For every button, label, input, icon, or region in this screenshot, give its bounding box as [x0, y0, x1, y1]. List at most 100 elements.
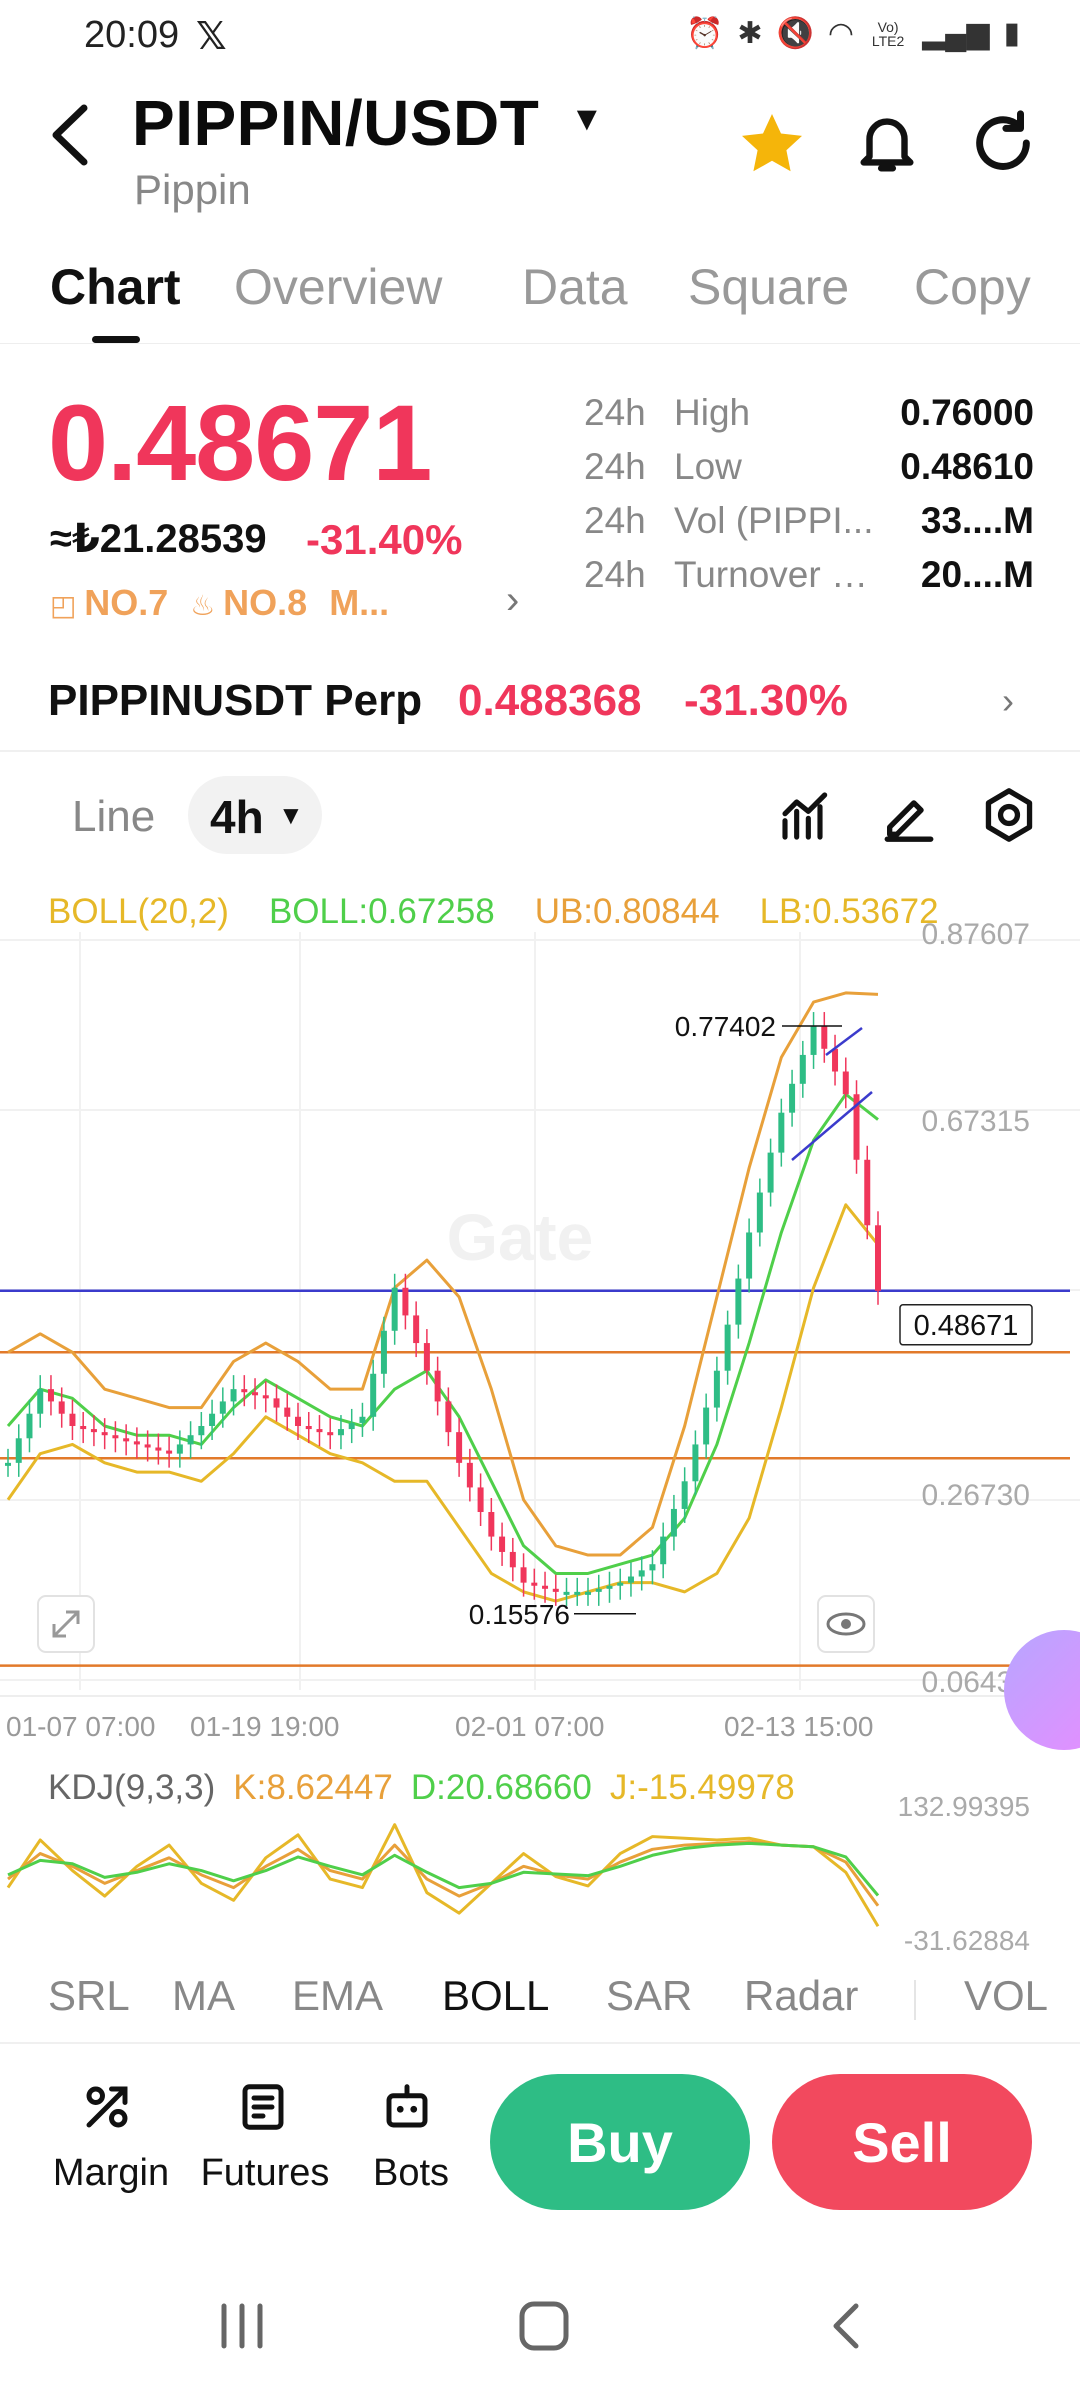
candle-body — [552, 1588, 559, 1592]
candle-body — [853, 1094, 860, 1160]
high-annotation: 0.77402 — [675, 1011, 776, 1042]
indicator-tab-vol[interactable]: VOL — [964, 1972, 1049, 2019]
candle-body — [47, 1389, 54, 1402]
settings-icon[interactable] — [980, 786, 1038, 844]
candle-body — [209, 1413, 216, 1427]
back-icon[interactable] — [46, 100, 96, 170]
tab-indicator — [92, 336, 140, 343]
candle-body — [456, 1432, 463, 1463]
flame-icon: ♨ — [190, 590, 224, 621]
futures-icon[interactable] — [236, 2080, 290, 2134]
bots-icon[interactable] — [380, 2080, 434, 2134]
candle-body — [499, 1536, 506, 1552]
kdj-axis-label: -31.62884 — [904, 1925, 1030, 1956]
candle-body — [273, 1398, 280, 1408]
candle-body — [724, 1324, 731, 1371]
rank-row[interactable]: ◰ NO.7 ♨ NO.8 M... — [50, 582, 389, 624]
x-logo-icon: 𝕏 — [196, 16, 227, 58]
candle-body — [155, 1447, 162, 1451]
sell-button[interactable]: Sell — [772, 2074, 1032, 2210]
pair-subtitle: Pippin — [134, 166, 251, 213]
candle-body — [133, 1441, 140, 1445]
battery-icon: ▮ — [1003, 17, 1020, 50]
candle-body — [391, 1287, 398, 1331]
perp-change: -31.30% — [684, 676, 848, 725]
candle-body — [69, 1413, 76, 1427]
futures-button[interactable]: Futures — [200, 2152, 330, 2194]
time-axis-label: 01-19 19:00 — [190, 1711, 339, 1742]
buy-button[interactable]: Buy — [490, 2074, 750, 2210]
candle-body — [681, 1481, 688, 1509]
candle-body — [595, 1588, 602, 1592]
tab-chart[interactable]: Chart — [50, 259, 181, 315]
interval-selector[interactable] — [188, 776, 322, 854]
candle-body — [520, 1567, 527, 1583]
rank-badge-1[interactable]: ◰ NO.7 — [50, 582, 169, 623]
price-chart[interactable]: Gate0.876070.673150.267300.064370.486710… — [0, 874, 1080, 1964]
chevron-right-icon[interactable]: › — [1002, 680, 1014, 721]
bots-button[interactable]: Bots — [372, 2152, 450, 2194]
margin-icon[interactable] — [80, 2080, 134, 2134]
candle-body — [531, 1582, 538, 1586]
indicator-tab-boll[interactable]: BOLL — [442, 1972, 550, 2019]
candle-body — [402, 1287, 409, 1316]
current-price-value: 0.48671 — [914, 1310, 1019, 1342]
candle-body — [26, 1413, 33, 1439]
candle-body — [359, 1416, 366, 1423]
candle-body — [144, 1444, 151, 1448]
perp-row[interactable] — [0, 660, 1080, 752]
candle-body — [563, 1591, 570, 1595]
candle-body — [670, 1508, 677, 1537]
margin-button[interactable]: Margin — [52, 2152, 170, 2194]
candle-body — [638, 1570, 645, 1577]
star-icon[interactable] — [736, 108, 808, 180]
kdj-axis-label: 132.99395 — [898, 1791, 1030, 1822]
refresh-icon[interactable] — [968, 108, 1038, 178]
price-axis-label: 0.67315 — [922, 1105, 1030, 1138]
kdj-series-J — [6, 1823, 880, 1928]
home-icon[interactable] — [516, 2298, 572, 2354]
stat-low: 24h Low 0.48610 — [584, 446, 1034, 487]
indicator-tab-ma[interactable]: MA — [172, 1972, 235, 2019]
boll-series-2 — [6, 1203, 880, 1603]
bell-icon[interactable] — [852, 106, 922, 178]
rank-badge-3[interactable]: M... — [329, 582, 390, 623]
candle-body — [767, 1152, 774, 1193]
boll-name: BOLL(20,2) — [48, 892, 229, 931]
nav-back-icon[interactable] — [826, 2300, 866, 2352]
tab-copy[interactable]: Copy — [914, 259, 1031, 315]
watermark: Gate — [447, 1200, 594, 1274]
candle-body — [252, 1392, 259, 1396]
indicator-tab-radar[interactable]: Radar — [744, 1972, 859, 2019]
interval-label[interactable]: 4h — [210, 791, 264, 843]
candle-body — [5, 1462, 11, 1466]
tab-overview[interactable]: Overview — [234, 259, 443, 315]
line-chart-button[interactable]: Line — [72, 792, 156, 841]
chevron-down-icon[interactable]: ▼ — [278, 800, 304, 830]
chevron-right-icon[interactable]: › — [506, 578, 520, 622]
tab-data[interactable]: Data — [522, 259, 628, 315]
tab-square[interactable]: Square — [688, 259, 850, 315]
mute-icon: 🔇 — [776, 17, 814, 50]
chevron-down-icon[interactable]: ▼ — [570, 100, 604, 138]
indicator-tab-srl[interactable]: SRL — [48, 1972, 130, 2019]
indicator-tab-bar — [0, 1960, 1080, 2044]
draw-icon[interactable] — [880, 786, 938, 844]
candle-body — [735, 1278, 742, 1325]
divider — [914, 1980, 916, 2020]
indicator-tab-sar[interactable]: SAR — [606, 1972, 693, 2019]
indicator-tab-ema[interactable]: EMA — [292, 1972, 384, 2019]
recent-apps-icon[interactable] — [216, 2302, 268, 2350]
candle-body — [585, 1591, 591, 1595]
indicator-icon[interactable] — [778, 788, 834, 844]
candle-body — [337, 1429, 344, 1436]
candle-body — [810, 1026, 817, 1055]
candle-body — [756, 1192, 763, 1233]
candle-body — [445, 1401, 452, 1433]
bluetooth-icon: ✱ — [737, 17, 763, 50]
rank-badge-2[interactable]: ♨ NO.8 — [190, 582, 308, 623]
candle-body — [789, 1083, 796, 1113]
pair-title[interactable]: PIPPIN/USDT — [132, 87, 540, 159]
perp-name[interactable]: PIPPINUSDT Perp — [48, 676, 423, 725]
candle-body — [112, 1435, 119, 1439]
